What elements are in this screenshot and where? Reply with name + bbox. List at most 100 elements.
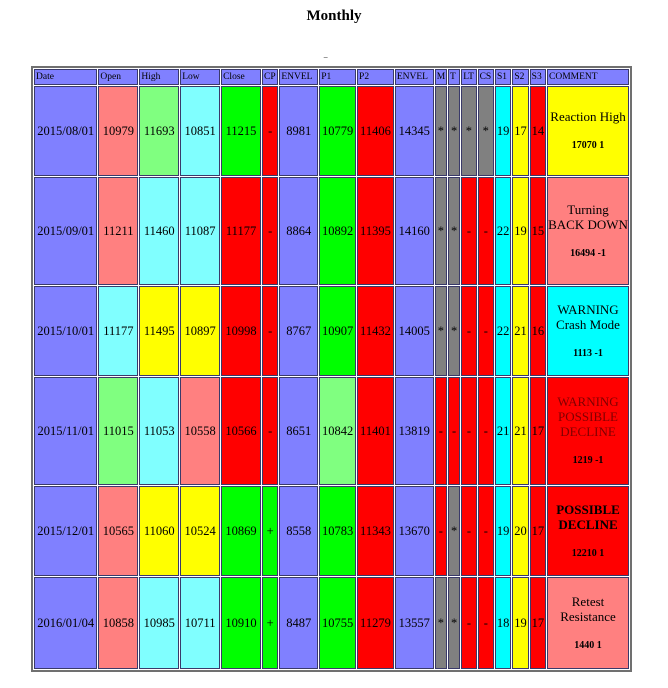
cell-s3: 14 — [529, 86, 547, 176]
cell-open: 11177 — [98, 286, 139, 376]
cell-cs: - — [477, 286, 494, 376]
page-title: Monthly — [306, 8, 362, 24]
cell-lt: - — [461, 377, 477, 485]
cell-low: 10711 — [180, 577, 221, 669]
table-row: 2015/11/01 11015 11053 10558 10566-8651 10842… — [34, 377, 629, 485]
cell-cs: * — [477, 86, 494, 176]
comment-text: Retest Resistance — [560, 593, 616, 624]
cell-m: * — [434, 177, 447, 285]
cell-comment: WARNING Crash Mode 1113 -1 — [547, 286, 629, 376]
cell-lt: - — [461, 577, 477, 669]
cell-s3: 17 — [529, 486, 547, 576]
cell-t: * — [447, 577, 461, 669]
cell-close: 11177 — [221, 177, 261, 285]
column-header-envel: ENVEL — [279, 69, 319, 85]
cell-p1: 10892 — [319, 177, 357, 285]
cell-p1: 10842 — [319, 377, 357, 485]
cell-lt: * — [461, 86, 477, 176]
cell-envel: 13557 — [394, 577, 434, 669]
cell-high: 11693 — [139, 86, 180, 176]
comment-signal: 16494 -1 — [570, 247, 606, 259]
cell-date: 2015/10/01 — [34, 286, 98, 376]
cell-p1: 10779 — [319, 86, 357, 176]
cell-date: 2015/09/01 — [34, 177, 98, 285]
column-header-p1: P1 — [319, 69, 357, 85]
cell-m: - — [434, 486, 447, 576]
cell-envel: 14345 — [394, 86, 434, 176]
cell-lt: - — [461, 486, 477, 576]
table-body: 2015/08/01 10979 11693 10851 11215-8981 10779… — [34, 86, 629, 669]
cell-t: - — [447, 377, 461, 485]
column-header-cs: CS — [477, 69, 494, 85]
cell-p2: 11395 — [357, 177, 394, 285]
cell-low: 10524 — [180, 486, 221, 576]
cell-open: 10979 — [98, 86, 139, 176]
cell-date: 2015/12/01 — [34, 486, 98, 576]
cell-p2: 11406 — [357, 86, 394, 176]
cell-s1: 19 — [494, 486, 512, 576]
cell-open: 10858 — [98, 577, 139, 669]
cell-t: * — [447, 86, 461, 176]
cell-s3: 15 — [529, 177, 547, 285]
cell-m: - — [434, 377, 447, 485]
comment-text: POSSIBLE DECLINE — [556, 501, 620, 532]
cell-s2: 19 — [512, 177, 529, 285]
cell-comment: WARNING POSSIBLE DECLINE 1219 -1 — [547, 377, 629, 485]
comment-signal: 12210 1 — [571, 547, 605, 559]
cell-s3: 17 — [529, 577, 547, 669]
cell-close: 10869 — [221, 486, 261, 576]
cell-p2: 11432 — [357, 286, 394, 376]
cell-envel: 8651 — [279, 377, 319, 485]
column-header-cp: CP — [261, 69, 279, 85]
column-header-m: M — [434, 69, 447, 85]
cell-envel: 8981 — [279, 86, 319, 176]
cell-cp: - — [261, 177, 279, 285]
cell-s3: 16 — [529, 286, 547, 376]
cell-date: 2015/08/01 — [34, 86, 98, 176]
cell-cs: - — [477, 486, 494, 576]
cell-low: 11087 — [180, 177, 221, 285]
cell-s3: 17 — [529, 377, 547, 485]
divider-mark: ‾ — [324, 58, 328, 69]
table-row: 2016/01/04 10858 10985 10711 10910 +8487 10755… — [34, 577, 629, 669]
cell-envel: 8558 — [279, 486, 319, 576]
cell-cs: - — [477, 177, 494, 285]
column-header-t: T — [447, 69, 461, 85]
cell-comment: Retest Resistance 1440 1 — [547, 577, 629, 669]
cell-s2: 21 — [512, 286, 529, 376]
column-header-envel: ENVEL — [394, 69, 434, 85]
cell-cs: - — [477, 577, 494, 669]
cell-p2: 11401 — [357, 377, 394, 485]
cell-cp: + — [261, 577, 279, 669]
cell-close: 10998 — [221, 286, 261, 376]
cell-high: 10985 — [139, 577, 180, 669]
monthly-table: Date Open High Low Close CP ENVEL P1 P2 ENVEL M T LT… — [31, 66, 632, 672]
column-header-open: Open — [98, 69, 139, 85]
column-header-comment: COMMENT — [547, 69, 629, 85]
cell-m: * — [434, 86, 447, 176]
cell-p2: 11343 — [357, 486, 394, 576]
column-header-s1: S1 — [494, 69, 512, 85]
cell-date: 2016/01/04 — [34, 577, 98, 669]
cell-lt: - — [461, 286, 477, 376]
column-header-p2: P2 — [357, 69, 394, 85]
cell-m: * — [434, 577, 447, 669]
header-row: Date Open High Low Close CP ENVEL P1 P2 ENVEL M T LT… — [34, 69, 629, 85]
cell-s1: 22 — [494, 177, 512, 285]
comment-text: WARNING POSSIBLE DECLINE — [557, 394, 619, 439]
comment-signal: 1113 -1 — [573, 347, 603, 359]
cell-open: 10565 — [98, 486, 139, 576]
cell-open: 11015 — [98, 377, 139, 485]
cell-low: 10851 — [180, 86, 221, 176]
table-row: 2015/12/01 10565 11060 10524 10869 +8558 10783… — [34, 486, 629, 576]
comment-signal: 17070 1 — [571, 140, 605, 151]
cell-t: * — [447, 177, 461, 285]
cell-cp: - — [261, 377, 279, 485]
cell-low: 10558 — [180, 377, 221, 485]
cell-envel: 13670 — [394, 486, 434, 576]
cell-close: 10566 — [221, 377, 261, 485]
cell-s2: 19 — [512, 577, 529, 669]
cell-t: * — [447, 286, 461, 376]
cell-date: 2015/11/01 — [34, 377, 98, 485]
comment-text: WARNING Crash Mode — [556, 301, 620, 332]
